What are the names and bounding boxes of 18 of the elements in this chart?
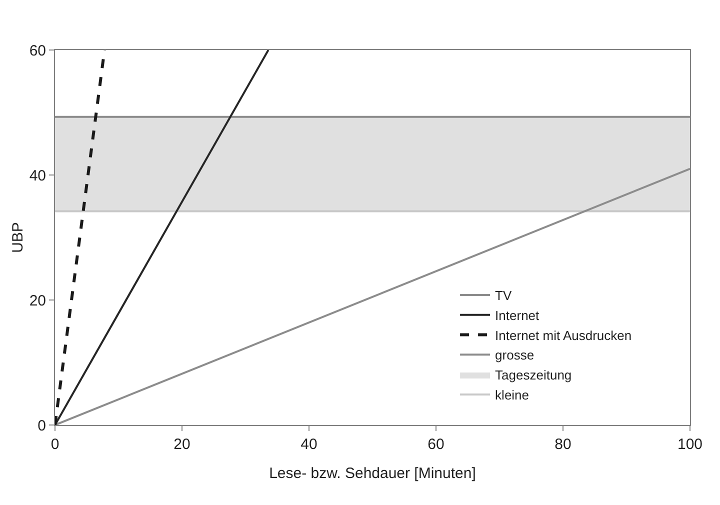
x-tick-label: 60 [428,436,444,453]
legend-label: Internet mit Ausdrucken [495,328,632,343]
legend-label: TV [495,288,512,304]
x-tick-label: 100 [677,436,703,453]
y-tick-label: 20 [29,292,46,310]
x-tick-label: 80 [554,436,572,453]
y-tick-label: 60 [29,42,46,60]
y-tick-label: 0 [38,417,46,434]
x-tick-label: 0 [50,436,60,453]
legend-label: kleine [495,388,530,403]
legend-label: grosse [495,348,534,363]
legend-label: Tageszeitung [495,368,572,383]
legend-label: Internet [495,308,540,323]
x-tick-label: 20 [174,436,190,453]
y-tick-label: 40 [29,167,46,184]
x-tick-label: 40 [300,436,318,453]
y-axis-title: UBP [10,222,27,253]
x-axis-title: Lese- bzw. Sehdauer [Minuten] [269,465,476,482]
